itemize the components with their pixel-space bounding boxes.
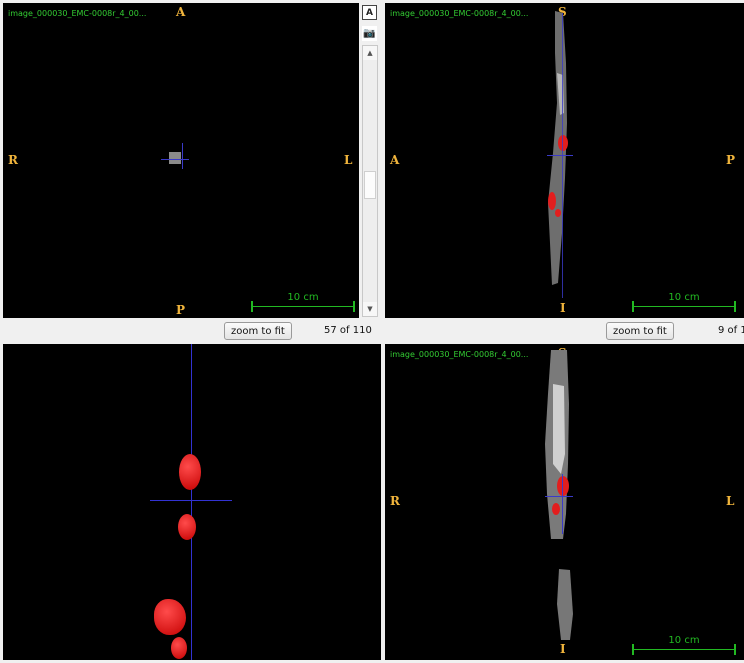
coronal-image-title: image_000030_EMC-0008r_4_00... (390, 350, 529, 359)
axial-slice-indicator: 57 of 110 (324, 325, 372, 336)
sagittal-scalebar: 10 cm (632, 292, 736, 312)
axial-zoom-to-fit-button[interactable]: zoom to fit (224, 322, 292, 340)
sagittal-slice-indicator: 9 of 1 (718, 325, 744, 336)
axial-tissue (169, 152, 181, 164)
axial-crosshair-v (182, 143, 183, 169)
render3d-crosshair-h (150, 500, 232, 501)
scroll-up-icon[interactable]: ▲ (363, 46, 377, 60)
coronal-right-label: L (726, 494, 735, 508)
sagittal-scale-label: 10 cm (668, 292, 700, 303)
scrollbar-thumb[interactable] (364, 171, 376, 199)
coronal-bottom-label: I (560, 642, 566, 656)
slice-scrollbar[interactable]: ▲ ▼ (362, 45, 378, 317)
render3d-viewport[interactable] (3, 344, 381, 660)
coronal-crosshair-v (562, 474, 563, 534)
render3d-crosshair-v (191, 344, 192, 660)
sagittal-zoom-to-fit-button[interactable]: zoom to fit (606, 322, 674, 340)
segmentation-blob-3 (154, 599, 186, 635)
sagittal-top-label: S (558, 5, 567, 19)
segmentation-blob-1 (179, 454, 201, 490)
segmentation-blob-2 (178, 514, 196, 540)
axial-top-label: A (176, 5, 186, 19)
coronal-crosshair-h (545, 496, 573, 497)
sagittal-crosshair-v (562, 13, 563, 298)
axial-scale-label: 10 cm (287, 292, 319, 303)
camera-icon[interactable]: 📷 (362, 26, 377, 41)
coronal-scale-label: 10 cm (668, 635, 700, 646)
sagittal-tissue (548, 11, 568, 285)
coronal-left-label: R (390, 494, 400, 508)
coronal-viewport[interactable]: image_000030_EMC-0008r_4_00... S I R L 1… (385, 344, 744, 660)
axial-bottom-label: P (176, 303, 186, 317)
sagittal-crosshair-h (547, 155, 573, 156)
sagittal-bottom-label: I (560, 301, 566, 315)
sagittal-left-label: A (390, 153, 400, 167)
coronal-scalebar: 10 cm (632, 635, 736, 655)
axial-scalebar: 10 cm (251, 292, 355, 312)
annotation-icon[interactable]: A (362, 5, 377, 20)
sagittal-right-label: P (726, 153, 736, 167)
axial-crosshair-h (161, 159, 189, 160)
axial-viewport[interactable]: image_000030_EMC-0008r_4_00... A P R L 1… (3, 3, 359, 318)
coronal-tissue (545, 350, 573, 640)
axial-image-title: image_000030_EMC-0008r_4_00... (8, 9, 147, 18)
scroll-down-icon[interactable]: ▼ (363, 302, 377, 316)
sagittal-image-title: image_000030_EMC-0008r_4_00... (390, 9, 529, 18)
axial-right-label: L (344, 153, 353, 167)
axial-left-label: R (8, 153, 18, 167)
segmentation-blob-4 (171, 637, 187, 659)
sagittal-viewport[interactable]: image_000030_EMC-0008r_4_00... S I A P 1… (385, 3, 744, 318)
